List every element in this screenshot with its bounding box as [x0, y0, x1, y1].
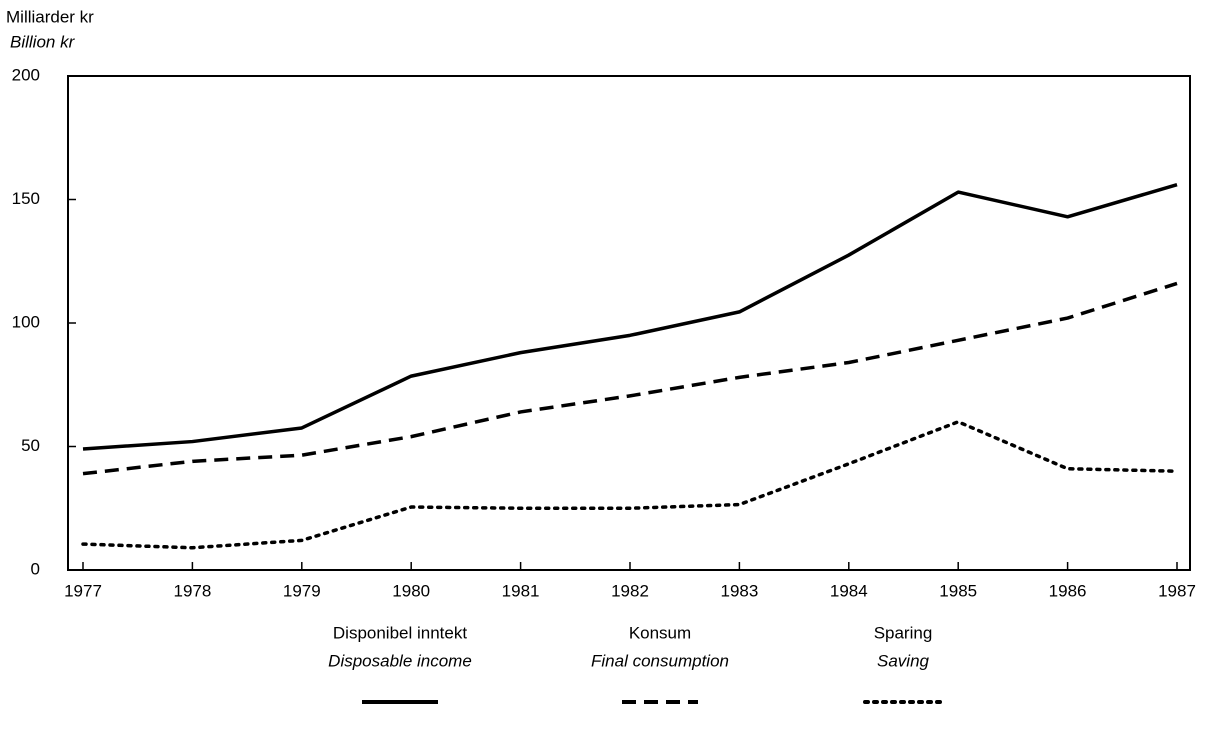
- y-tick-label: 0: [31, 559, 40, 578]
- x-tick-label: 1983: [720, 581, 758, 600]
- x-tick-label: 1982: [611, 581, 649, 600]
- y-tick-label: 200: [12, 65, 40, 84]
- legend-label-en: Final consumption: [591, 651, 729, 670]
- legend-label: Konsum: [629, 623, 691, 642]
- x-tick-label: 1986: [1049, 581, 1087, 600]
- x-tick-label: 1987: [1158, 581, 1196, 600]
- x-tick-label: 1979: [283, 581, 321, 600]
- legend-label: Disponibel inntekt: [333, 623, 467, 642]
- series-line: [82, 183, 1178, 451]
- legend-label: Sparing: [874, 623, 933, 642]
- x-tick-label: 1981: [502, 581, 540, 600]
- y-axis-label-en: Billion kr: [10, 32, 76, 51]
- y-tick-label: 50: [21, 436, 40, 455]
- x-tick-label: 1984: [830, 581, 868, 600]
- y-axis-label: Milliarder kr: [6, 7, 94, 26]
- legend-label-en: Saving: [877, 651, 930, 670]
- y-tick-label: 150: [12, 189, 40, 208]
- y-tick-label: 100: [12, 312, 40, 331]
- series-line: [81, 420, 1179, 550]
- series-line: [82, 281, 1178, 476]
- x-tick-label: 1978: [173, 581, 211, 600]
- x-tick-label: 1977: [64, 581, 102, 600]
- legend-label-en: Disposable income: [328, 651, 472, 670]
- plot-frame: [67, 75, 1191, 571]
- x-tick-label: 1985: [939, 581, 977, 600]
- x-tick-label: 1980: [392, 581, 430, 600]
